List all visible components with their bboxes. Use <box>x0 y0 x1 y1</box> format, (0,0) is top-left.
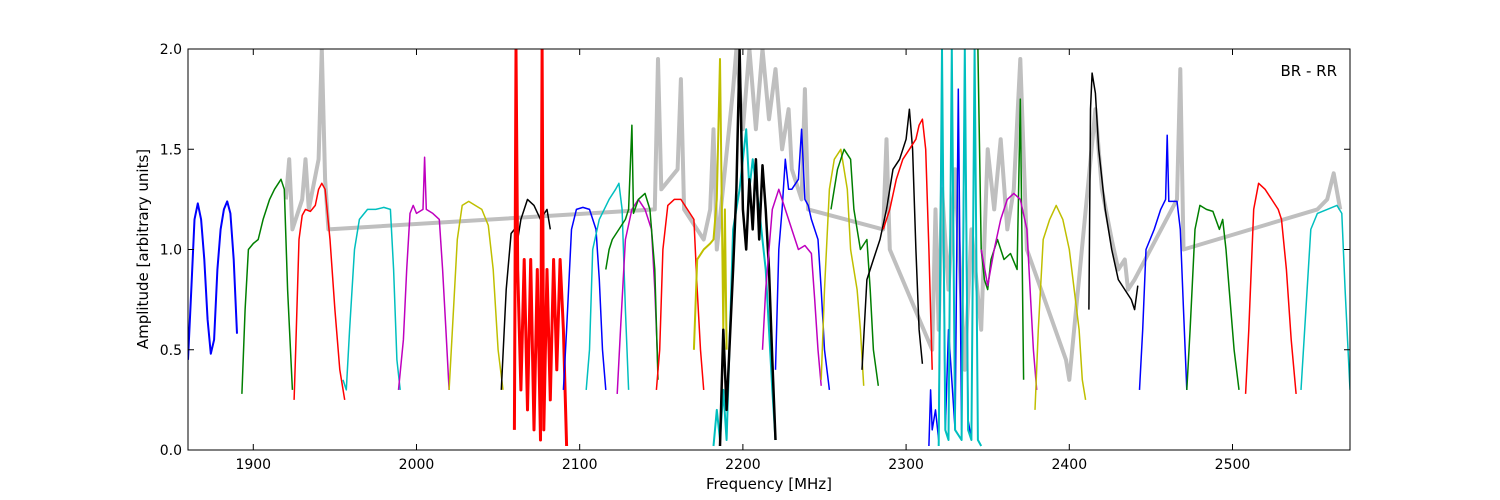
series-line-4 <box>342 206 401 391</box>
series-line-2 <box>241 178 294 394</box>
annotation-label: BR - RR <box>1280 62 1337 80</box>
series-line-20 <box>830 148 880 386</box>
series-line-12 <box>605 124 659 380</box>
series-line-8 <box>512 49 569 447</box>
x-tick-label: 2500 <box>1215 457 1251 473</box>
series-line-17 <box>774 128 831 390</box>
series-line-32 <box>1300 204 1350 390</box>
series-line-14 <box>692 58 728 350</box>
x-tick-label: 2000 <box>399 457 435 473</box>
y-tick-label: 0.5 <box>160 343 182 359</box>
y-tick-label: 1.5 <box>160 142 182 158</box>
series-line-22 <box>882 118 933 370</box>
series-line-25 <box>977 49 1025 380</box>
series-line-16 <box>718 49 777 447</box>
y-tick-label: 1.0 <box>160 243 182 259</box>
y-tick-label: 2.0 <box>160 42 182 58</box>
series-line-1 <box>188 200 238 360</box>
y-axis-label: Amplitude [arbitrary units] <box>134 149 152 349</box>
series-line-5 <box>397 156 450 390</box>
x-tick-label: 1900 <box>235 457 271 473</box>
x-tick-label: 2300 <box>888 457 924 473</box>
x-tick-label: 2200 <box>725 457 761 473</box>
series-line-13 <box>655 198 705 390</box>
x-axis-label: Frequency [MHz] <box>706 475 832 493</box>
series-line-26 <box>980 192 1038 390</box>
series-line-19 <box>820 148 865 386</box>
tick-layer: 1900 2000 2100 2200 2300 2400 2500 0.0 0.5 1.0 1.5… <box>160 42 1350 473</box>
x-tick-label: 2100 <box>562 457 598 473</box>
series-line-24 <box>937 49 983 447</box>
series-line-18 <box>761 188 822 386</box>
series-line-31 <box>1244 182 1297 394</box>
series-line-3 <box>293 182 346 401</box>
series-line-21 <box>861 108 924 370</box>
series-line-9 <box>562 206 607 390</box>
series-line-28 <box>1088 72 1139 311</box>
y-tick-label: 0.0 <box>160 443 182 459</box>
series-line-27 <box>1034 204 1087 410</box>
series-layer <box>188 49 1350 447</box>
series-line-30 <box>1186 204 1240 390</box>
series-line-6 <box>448 200 504 390</box>
x-tick-label: 2400 <box>1051 457 1087 473</box>
series-line-29 <box>1138 134 1188 390</box>
